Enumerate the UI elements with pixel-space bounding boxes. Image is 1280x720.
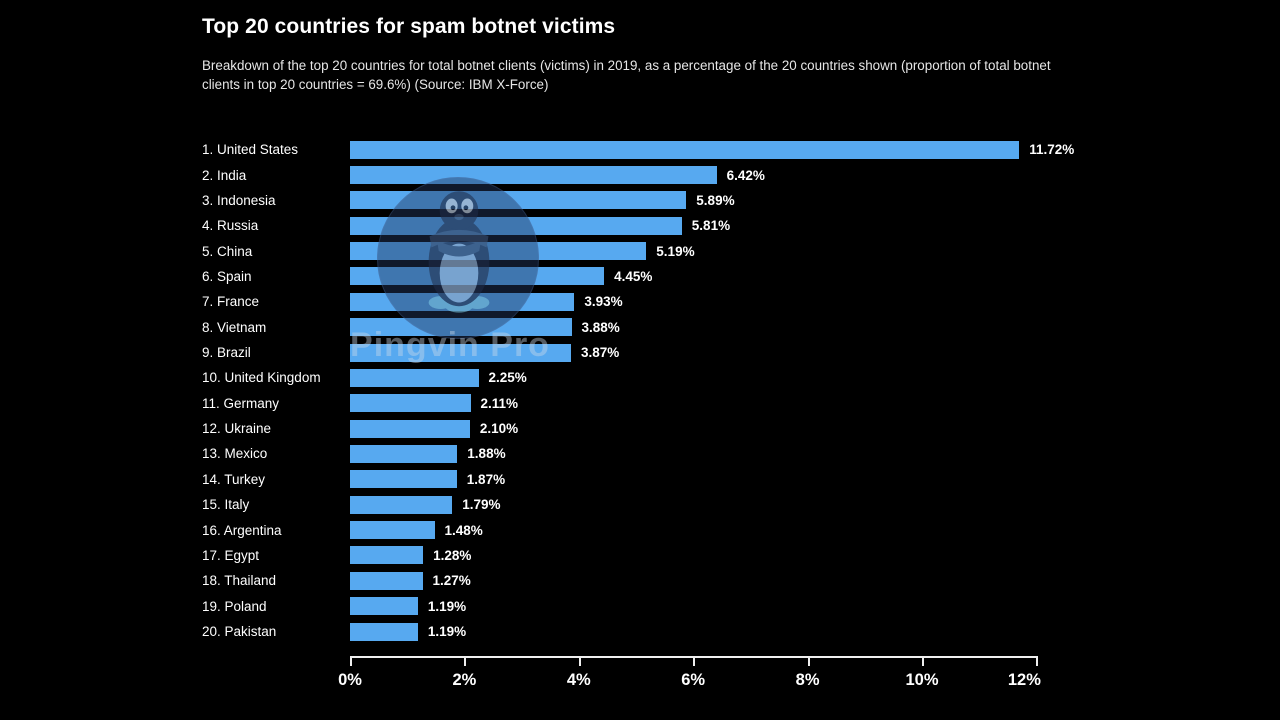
country-label: 11. Germany: [202, 395, 280, 411]
value-label: 6.42%: [726, 167, 765, 183]
value-label: 2.10%: [479, 421, 519, 437]
bar: [350, 394, 471, 413]
value-label: 1.27%: [432, 573, 471, 589]
country-label: 9. Brazil: [202, 345, 251, 361]
bar-row: 6. Spain 4.45%: [202, 264, 1162, 289]
x-axis-tick-label: 10%: [905, 671, 939, 689]
country-label: 4. Russia: [202, 218, 259, 234]
x-axis-tick: [922, 656, 924, 666]
value-label: 5.81%: [691, 218, 731, 234]
bar: [350, 622, 418, 641]
country-label: 15. Italy: [202, 497, 250, 513]
country-label: 1. United States: [202, 142, 299, 158]
bar-row: 11. Germany 2.11%: [202, 391, 1162, 416]
bar-row: 13. Mexico 1.88%: [202, 441, 1162, 466]
bar-row: 10. United Kingdom 2.25%: [202, 365, 1162, 390]
value-label: 1.79%: [462, 497, 501, 513]
country-label: 7. France: [202, 294, 260, 310]
bar: [350, 343, 571, 362]
country-label: 12. Ukraine: [202, 421, 272, 437]
bar: [350, 368, 479, 387]
bar-row: 18. Thailand 1.27%: [202, 568, 1162, 593]
bar-row: 17. Egypt 1.28%: [202, 543, 1162, 568]
country-label: 5. China: [202, 243, 253, 259]
x-axis-tick: [1036, 656, 1039, 666]
country-label: 2. India: [202, 167, 247, 183]
value-label: 1.19%: [427, 598, 467, 614]
bar-row: 7. France 3.93%: [202, 289, 1162, 314]
x-axis-tick: [578, 656, 581, 666]
value-label: 1.87%: [466, 471, 506, 487]
bar-row: 19. Poland 1.19%: [202, 593, 1162, 618]
bar: [350, 318, 572, 337]
x-axis-tick: [807, 656, 810, 666]
value-label: 3.93%: [584, 294, 623, 310]
bar-row: 1. United States 11.72%: [202, 137, 1162, 162]
bar-row: 15. Italy 1.79%: [202, 492, 1162, 517]
bar: [350, 216, 682, 235]
country-label: 17. Egypt: [202, 547, 260, 563]
bar-row: 8. Vietnam 3.88%: [202, 315, 1162, 340]
bar: [350, 242, 647, 261]
bar-row: 4. Russia 5.81%: [202, 213, 1162, 238]
bar: [350, 267, 605, 286]
x-axis-tick-label: 2%: [452, 671, 477, 689]
country-label: 8. Vietnam: [202, 319, 267, 335]
bar: [350, 444, 458, 463]
x-axis-tick: [350, 656, 352, 666]
country-label: 6. Spain: [202, 268, 252, 284]
x-axis-tick-label: 6%: [681, 671, 706, 689]
value-label: 2.25%: [488, 370, 527, 386]
x-axis-tick-label: 12%: [1007, 671, 1041, 689]
country-label: 20. Pakistan: [202, 624, 277, 639]
bar: [350, 191, 687, 210]
bar: [350, 597, 418, 616]
country-label: 10. United Kingdom: [202, 370, 321, 386]
bar: [350, 571, 423, 590]
country-label: 3. Indonesia: [202, 192, 276, 208]
x-axis-tick-label: 8%: [795, 671, 820, 689]
bar-row: 2. India 6.42%: [202, 162, 1162, 187]
bar: [350, 546, 424, 565]
value-label: 3.87%: [581, 345, 620, 361]
value-label: 2.11%: [480, 395, 519, 411]
country-label: 13. Mexico: [202, 446, 268, 462]
country-label: 14. Turkey: [202, 471, 266, 487]
bar: [350, 470, 457, 489]
x-axis-tick-label: 4%: [566, 671, 591, 689]
value-label: 3.88%: [581, 319, 620, 335]
value-label: 1.19%: [427, 624, 467, 639]
value-label: 11.72%: [1029, 142, 1075, 158]
bar: [350, 166, 717, 185]
country-label: 16. Argentina: [202, 522, 282, 538]
value-label: 1.28%: [433, 547, 472, 563]
value-label: 1.88%: [467, 446, 506, 462]
value-label: 1.48%: [444, 522, 483, 538]
bar-row: 9. Brazil 3.87%: [202, 340, 1162, 365]
value-label: 5.89%: [696, 192, 735, 208]
bar: [350, 419, 470, 438]
bar-row: 16. Argentina 1.48%: [202, 517, 1162, 542]
bar: [350, 140, 1020, 159]
bar: [350, 495, 453, 514]
bar-row: 20. Pakistan 1.19%: [202, 619, 1162, 644]
bar-row: 5. China 5.19%: [202, 238, 1162, 263]
x-axis-tick-label: 0%: [338, 671, 362, 689]
x-axis-tick: [693, 656, 696, 666]
bar: [350, 521, 435, 540]
bar-row: 3. Indonesia 5.89%: [202, 188, 1162, 213]
chart-title: Top 20 countries for spam botnet victims: [202, 15, 616, 38]
chart-subtitle: Breakdown of the top 20 countries for to…: [202, 58, 1051, 92]
value-label: 4.45%: [614, 268, 653, 284]
country-label: 19. Poland: [202, 598, 267, 614]
country-label: 18. Thailand: [202, 573, 277, 589]
bar-chart: 1. United States 11.72% 2. India 6.42% 3. In…: [202, 137, 1162, 644]
x-axis-tick: [464, 656, 467, 666]
value-label: 5.19%: [656, 243, 695, 259]
bar-row: 12. Ukraine 2.10%: [202, 416, 1162, 441]
bar-row: 14. Turkey 1.87%: [202, 467, 1162, 492]
bar: [350, 292, 575, 311]
